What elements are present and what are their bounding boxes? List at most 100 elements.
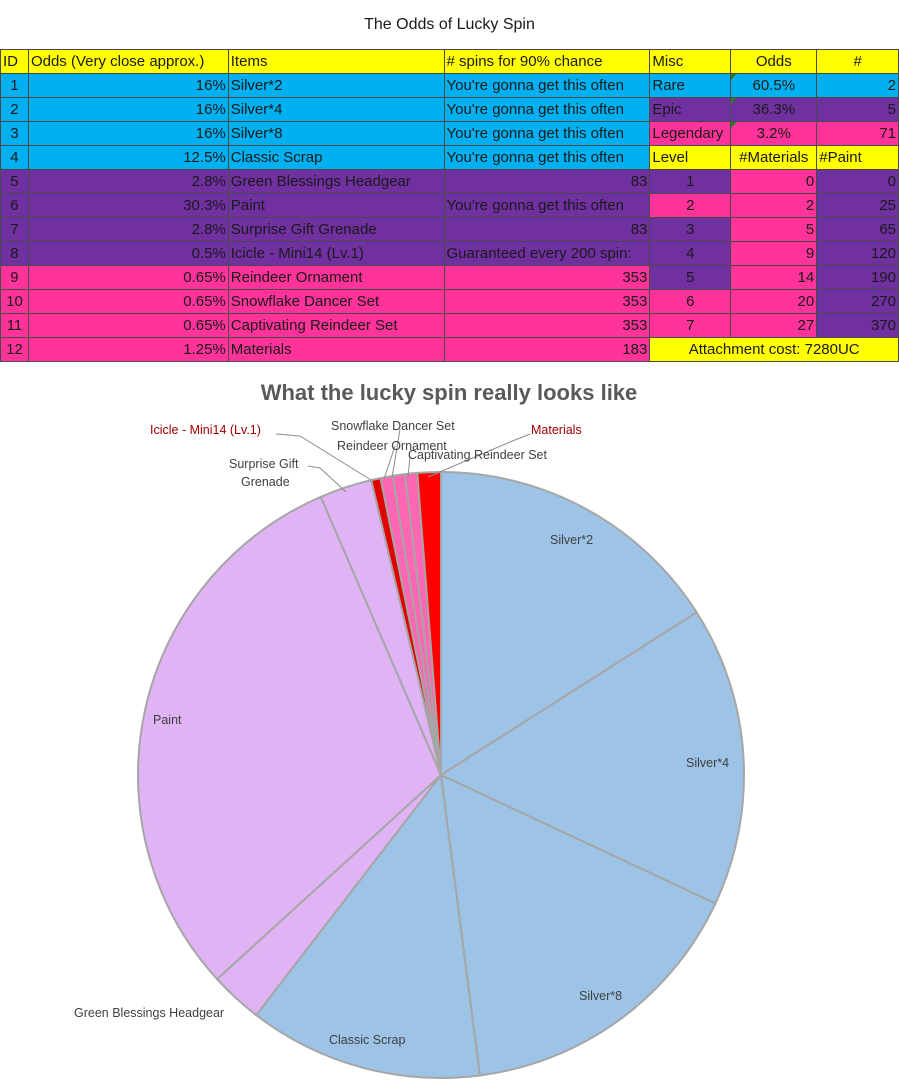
pie-slice-classic-scrap	[254, 772, 482, 1079]
row-item: Captivating Reindeer Set	[227, 313, 445, 338]
header-misc-count: #	[816, 49, 899, 74]
level-materials: 2	[730, 193, 818, 218]
row-odds: 0.65%	[27, 289, 229, 314]
level-number: 1	[649, 169, 732, 194]
table-row: 5 2.8% Green Blessings Headgear 83 1 0 0	[0, 169, 899, 194]
row-spins: You're gonna get this often	[443, 121, 651, 146]
misc-count: 2	[816, 73, 899, 98]
level-paint: 190	[816, 265, 899, 290]
sheet-title: The Odds of Lucky Spin	[364, 16, 535, 33]
row-id: 4	[0, 145, 29, 170]
slice-label-silver4: Silver*4	[686, 756, 729, 770]
row-odds: 0.65%	[27, 265, 229, 290]
row-item: Silver*2	[227, 73, 445, 98]
row-spins: 83	[443, 169, 651, 194]
row-id: 2	[0, 97, 29, 122]
row-spins: 353	[443, 289, 651, 314]
misc-count: 71	[816, 121, 899, 146]
pie-slice-silver-2	[440, 470, 699, 777]
header-misc-odds: Odds	[730, 49, 818, 74]
leader-line	[383, 445, 396, 480]
slice-label-classic-scrap: Classic Scrap	[329, 1033, 405, 1047]
leader-line	[275, 433, 372, 481]
pie-chart-area: What the lucky spin really looks like Si…	[0, 362, 899, 1080]
misc-name: Rare	[649, 73, 732, 98]
table-row: 6 30.3% Paint You're gonna get this ofte…	[0, 193, 899, 218]
header-items: Items	[227, 49, 445, 74]
level-number: 2	[649, 193, 732, 218]
row-spins: Guaranteed every 200 spin:	[443, 241, 651, 266]
misc-name: Epic	[649, 97, 732, 122]
slice-label-silver2: Silver*2	[550, 533, 593, 547]
row-spins: You're gonna get this often	[443, 145, 651, 170]
row-spins: 353	[443, 265, 651, 290]
row-item: Snowflake Dancer Set	[227, 289, 445, 314]
row-id: 6	[0, 193, 29, 218]
level-paint: 270	[816, 289, 899, 314]
slice-label-icicle: Icicle - Mini14 (Lv.1)	[150, 423, 261, 437]
table-row: 1 16% Silver*2 You're gonna get this oft…	[0, 73, 899, 98]
slice-label-reindeer-ornament: Reindeer Ornament	[337, 439, 447, 453]
leader-line	[427, 433, 531, 478]
misc-count: 5	[816, 97, 899, 122]
slice-label-materials: Materials	[531, 423, 582, 437]
row-item: Materials	[227, 337, 445, 362]
row-odds: 16%	[27, 121, 229, 146]
level-paint: 0	[816, 169, 899, 194]
leader-line	[407, 456, 411, 478]
table-row: 8 0.5% Icicle - Mini14 (Lv.1) Guaranteed…	[0, 241, 899, 266]
pie-slice-materials	[416, 470, 442, 776]
level-header-level: Level	[649, 145, 732, 170]
row-item: Silver*8	[227, 121, 445, 146]
misc-odds: 36.3%	[730, 97, 818, 122]
table-row: 7 2.8% Surprise Gift Grenade 83 3 5 65	[0, 217, 899, 242]
header-spins: # spins for 90% chance	[443, 49, 651, 74]
row-id: 9	[0, 265, 29, 290]
row-odds: 2.8%	[27, 169, 229, 194]
row-spins: 83	[443, 217, 651, 242]
level-paint: 65	[816, 217, 899, 242]
attachment-cost: Attachment cost: 7280UC	[649, 337, 899, 362]
slice-label-green-blessings: Green Blessings Headgear	[74, 1006, 224, 1020]
level-number: 3	[649, 217, 732, 242]
row-item: Icicle - Mini14 (Lv.1)	[227, 241, 445, 266]
level-materials: 14	[730, 265, 818, 290]
row-id: 8	[0, 241, 29, 266]
row-id: 10	[0, 289, 29, 314]
table-row: 2 16% Silver*4 You're gonna get this oft…	[0, 97, 899, 122]
odds-table: ID Odds (Very close approx.) Items # spi…	[0, 49, 899, 362]
row-item: Classic Scrap	[227, 145, 445, 170]
misc-name: Legendary	[649, 121, 732, 146]
row-odds: 16%	[27, 73, 229, 98]
pie-slice-silver-4	[438, 611, 745, 905]
leader-line	[391, 428, 401, 479]
pie-chart: What the lucky spin really looks like Si…	[74, 380, 745, 1079]
row-odds: 0.5%	[27, 241, 229, 266]
row-spins: 353	[443, 313, 651, 338]
row-odds: 1.25%	[27, 337, 229, 362]
row-odds: 12.5%	[27, 145, 229, 170]
header-misc: Misc	[649, 49, 732, 74]
level-materials: 27	[730, 313, 818, 338]
pie-slice-paint	[137, 495, 443, 981]
table-row: 11 0.65% Captivating Reindeer Set 353 7 …	[0, 313, 899, 338]
table-row: 3 16% Silver*8 You're gonna get this oft…	[0, 121, 899, 146]
row-odds: 16%	[27, 97, 229, 122]
row-item: Surprise Gift Grenade	[227, 217, 445, 242]
slice-label-paint: Paint	[153, 713, 182, 727]
level-number: 5	[649, 265, 732, 290]
level-number: 6	[649, 289, 732, 314]
row-odds: 2.8%	[27, 217, 229, 242]
slice-label-grenade: Grenade	[241, 475, 290, 489]
row-id: 12	[0, 337, 29, 362]
level-materials: 20	[730, 289, 818, 314]
level-materials: 9	[730, 241, 818, 266]
table-row: 4 12.5% Classic Scrap You're gonna get t…	[0, 145, 899, 170]
misc-odds: 60.5%	[730, 73, 818, 98]
level-number: 4	[649, 241, 732, 266]
level-number: 7	[649, 313, 732, 338]
row-spins: You're gonna get this often	[443, 73, 651, 98]
row-item: Reindeer Ornament	[227, 265, 445, 290]
row-id: 11	[0, 313, 29, 338]
level-header-materials: #Materials	[730, 145, 818, 170]
